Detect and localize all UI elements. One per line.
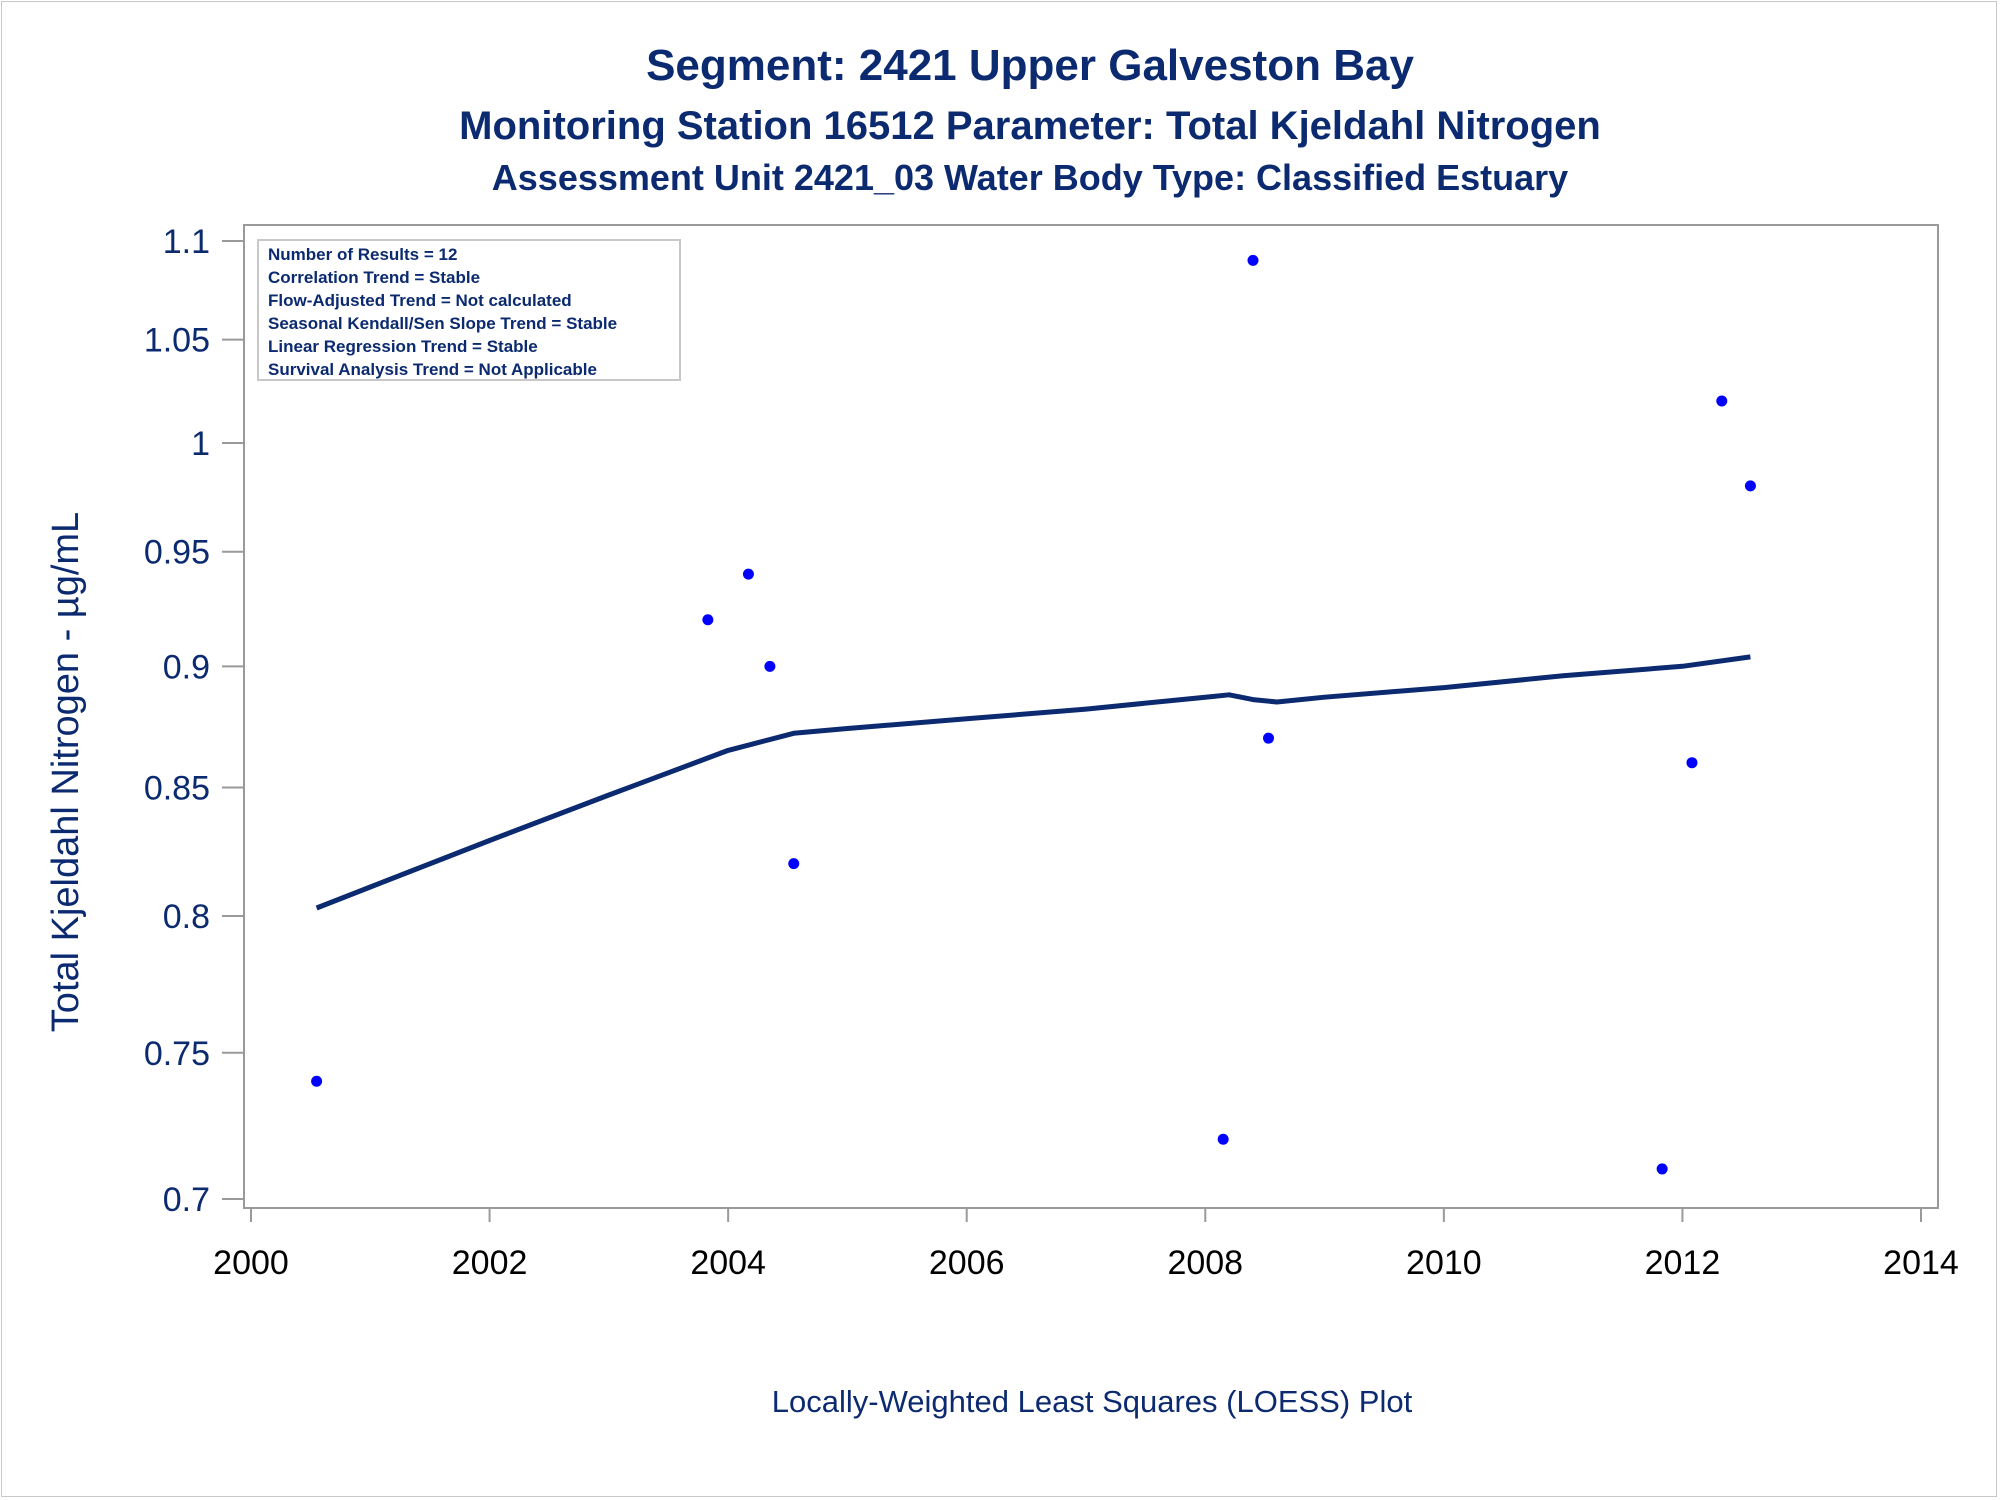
y-tick-label: 1 xyxy=(191,425,210,463)
stats-line-survival: Survival Analysis Trend = Not Applicable xyxy=(268,360,597,379)
data-point xyxy=(1744,480,1756,492)
y-tick-label: 0.9 xyxy=(163,648,210,686)
points-layer xyxy=(311,254,1756,1175)
chart-title: Segment: 2421 Upper Galveston Bay xyxy=(646,41,1414,90)
chart-subtitle: Monitoring Station 16512 Parameter: Tota… xyxy=(459,104,1601,148)
data-point xyxy=(702,614,714,626)
stats-line-results: Number of Results = 12 xyxy=(268,245,457,264)
y-tick-label: 0.85 xyxy=(144,769,210,807)
y-tick-label: 1.05 xyxy=(144,322,210,360)
data-point xyxy=(1656,1163,1668,1175)
chart-subtitle-2: Assessment Unit 2421_03 Water Body Type:… xyxy=(492,157,1568,198)
data-point xyxy=(1217,1133,1229,1145)
x-tick-label: 2000 xyxy=(213,1244,289,1282)
x-tick-label: 2004 xyxy=(690,1244,766,1282)
data-point xyxy=(764,660,776,672)
data-point xyxy=(742,568,754,580)
x-tick-label: 2014 xyxy=(1883,1244,1959,1282)
x-tick-label: 2012 xyxy=(1645,1244,1721,1282)
y-tick-label: 1.1 xyxy=(163,223,210,261)
y-tick-label: 0.75 xyxy=(144,1035,210,1073)
data-point xyxy=(311,1075,323,1087)
chart-footnote: Locally-Weighted Least Squares (LOESS) P… xyxy=(772,1384,1413,1419)
data-point xyxy=(788,858,800,870)
stats-line-seasonal-kendall: Seasonal Kendall/Sen Slope Trend = Stabl… xyxy=(268,314,617,333)
stats-line-flow-adjusted: Flow-Adjusted Trend = Not calculated xyxy=(268,291,572,310)
stats-box-frame xyxy=(257,239,681,381)
y-tick-label: 0.95 xyxy=(144,534,210,572)
x-tick-label: 2008 xyxy=(1167,1244,1243,1282)
x-tick-label: 2006 xyxy=(929,1244,1005,1282)
data-point xyxy=(1716,395,1728,407)
x-tick-label: 2010 xyxy=(1406,1244,1482,1282)
data-point xyxy=(1247,254,1259,266)
data-point xyxy=(1263,732,1275,744)
stats-box: Number of Results = 12 Correlation Trend… xyxy=(257,239,681,381)
data-point xyxy=(1686,757,1698,769)
stats-line-linear-regression: Linear Regression Trend = Stable xyxy=(268,337,538,356)
y-tick-label: 0.8 xyxy=(163,898,210,936)
stats-line-correlation: Correlation Trend = Stable xyxy=(268,268,480,287)
y-tick-label: 0.7 xyxy=(163,1181,210,1219)
loess-line xyxy=(315,654,1751,911)
plot-area xyxy=(243,224,1939,1209)
x-tick-label: 2002 xyxy=(452,1244,528,1282)
x-axis: 2000 2002 2004 2006 2008 2010 2012 2014 xyxy=(213,1208,1959,1282)
y-axis: 1.1 1.05 1 0.95 0.9 0.85 0.8 0.75 0.7 xyxy=(144,223,244,1219)
y-axis-label: Total Kjeldahl Nitrogen - µg/mL xyxy=(45,512,87,1032)
loess-layer xyxy=(315,654,1751,911)
